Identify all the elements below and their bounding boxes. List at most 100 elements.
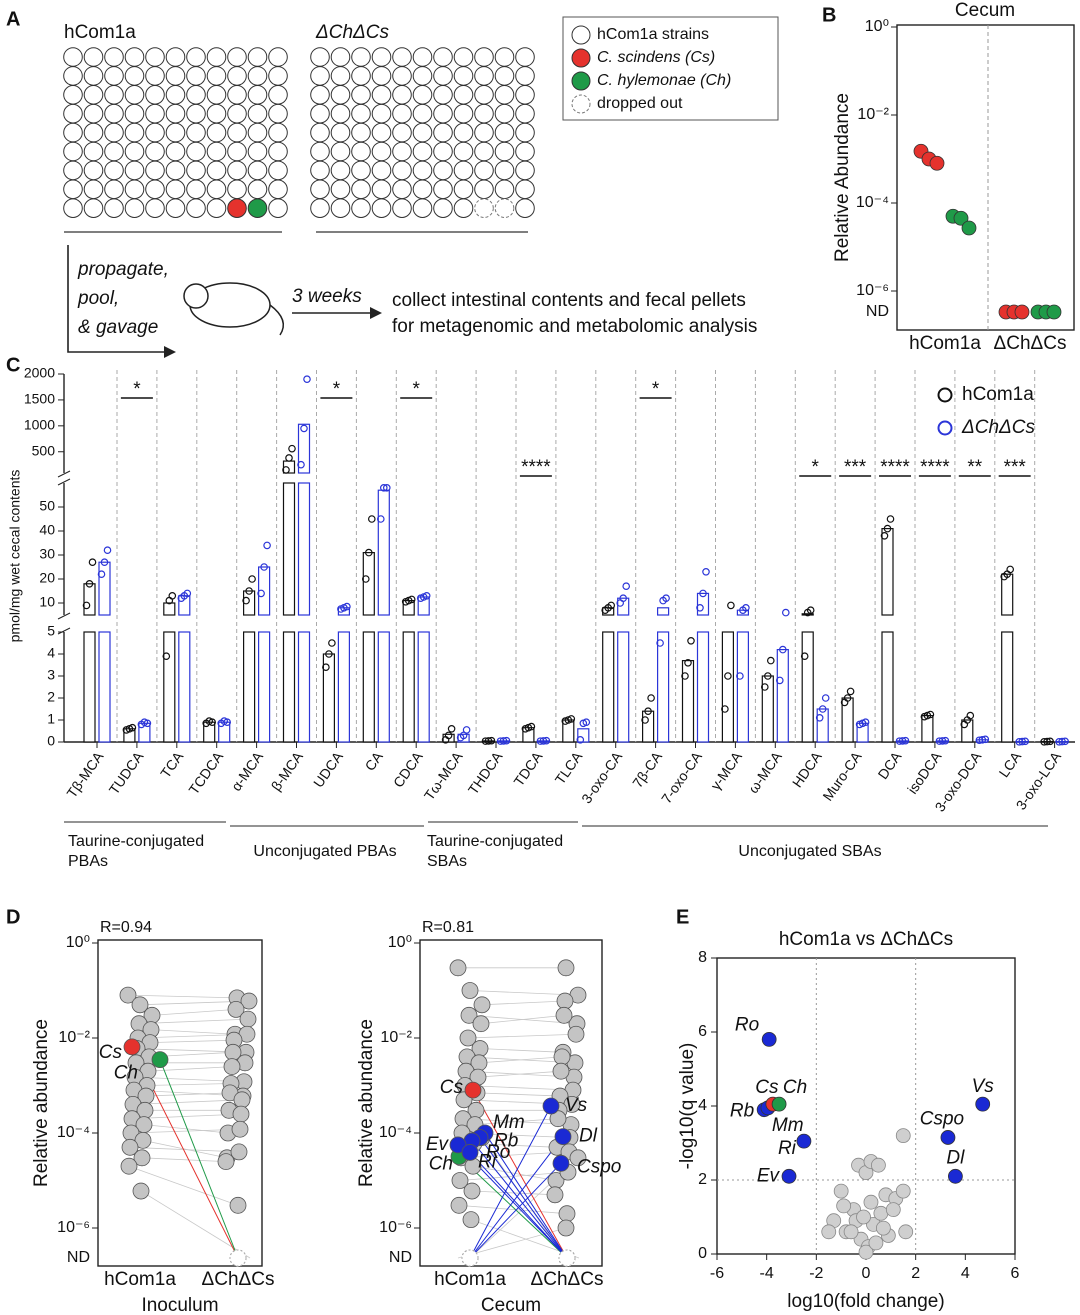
strain-circle xyxy=(165,160,186,181)
data-point xyxy=(462,1211,480,1229)
data-point xyxy=(576,735,585,744)
bar xyxy=(641,710,655,743)
strain-circle xyxy=(412,103,433,124)
bar xyxy=(362,631,375,743)
x-tick-label: 3-oxo-CA xyxy=(578,748,625,806)
point-label: Cs xyxy=(99,1042,123,1063)
y-tick-label: 1000 xyxy=(24,417,55,433)
data-point xyxy=(724,672,732,680)
data-point xyxy=(248,575,256,583)
strain-circle xyxy=(104,160,124,181)
strain-circle xyxy=(124,198,145,218)
data-point xyxy=(873,1205,889,1221)
data-point xyxy=(120,1157,138,1175)
point-label: Dl xyxy=(946,1147,965,1168)
strain-circle xyxy=(83,66,104,86)
pair-line xyxy=(479,1137,568,1259)
y-tick-label: 10⁰ xyxy=(66,934,90,951)
mouse-head xyxy=(183,283,209,309)
pair-line xyxy=(471,1140,568,1259)
strain-circle xyxy=(351,47,371,67)
data-point xyxy=(484,737,493,745)
y-tick-label: 30 xyxy=(39,546,55,562)
x-tick-label: 2 xyxy=(911,1265,920,1282)
strain-circle xyxy=(145,198,165,218)
strain-circle xyxy=(351,122,371,143)
data-point xyxy=(239,1010,257,1028)
strain-circle xyxy=(186,103,206,124)
data-point xyxy=(929,155,945,171)
bar xyxy=(83,631,96,743)
data-point xyxy=(229,1196,247,1214)
data-point xyxy=(861,718,870,727)
strain-circle xyxy=(433,47,453,67)
strain-circle xyxy=(268,103,288,124)
panel-label: B xyxy=(822,4,836,26)
data-point xyxy=(567,1025,585,1043)
strain-circle xyxy=(433,122,453,143)
strain-circle xyxy=(145,179,165,200)
data-point xyxy=(527,722,536,731)
bar xyxy=(322,653,335,743)
data-point xyxy=(961,220,977,236)
strain-circle xyxy=(453,85,474,105)
data-point xyxy=(775,676,784,685)
data-point xyxy=(582,718,591,727)
legend-marker xyxy=(571,94,591,114)
strain-circle xyxy=(412,141,433,162)
data-point xyxy=(818,705,827,713)
pair-line xyxy=(478,1056,563,1064)
group-label: Unconjugated SBAs xyxy=(738,843,881,860)
axis-break xyxy=(57,627,71,635)
x-tick-label: UDCA xyxy=(310,748,346,790)
strain-circle xyxy=(310,85,330,105)
pair-line xyxy=(484,1132,568,1259)
group-label: Taurine-conjugated xyxy=(68,833,204,850)
strain-circle xyxy=(412,179,433,200)
strain-circle xyxy=(165,198,186,218)
data-point xyxy=(88,558,97,567)
point-label: Mm xyxy=(772,1115,804,1136)
data-point xyxy=(796,1133,812,1149)
strain-circle xyxy=(124,141,145,162)
data-point xyxy=(463,1182,481,1200)
bar xyxy=(656,631,670,743)
data-point xyxy=(1061,737,1069,746)
bar xyxy=(297,482,311,616)
bar xyxy=(961,719,974,743)
strain-circle xyxy=(392,179,412,200)
data-point xyxy=(364,548,373,557)
strain-circle xyxy=(83,179,104,200)
y-tick-label: 2 xyxy=(47,689,55,705)
pair-line xyxy=(132,1099,243,1105)
strain-circle xyxy=(453,122,474,143)
x-axis-label: Inoculum xyxy=(141,1295,218,1315)
strain-circle xyxy=(474,122,494,143)
bar xyxy=(736,609,750,616)
group-label: Taurine-conjugated xyxy=(427,833,563,850)
y-tick-label: 10⁻⁶ xyxy=(57,1219,90,1236)
y-tick-label: 1500 xyxy=(24,391,55,407)
group-label: PBAs xyxy=(68,853,108,870)
strain-circle xyxy=(227,47,247,67)
frame xyxy=(419,939,603,1267)
data-point xyxy=(1058,737,1066,746)
data-point xyxy=(382,483,391,492)
strain-circle xyxy=(247,66,268,86)
significance-label: **** xyxy=(521,457,551,478)
annotation: R=0.94 xyxy=(100,919,152,936)
strain-circle xyxy=(104,198,124,218)
strain-circle xyxy=(206,103,227,124)
strain-circle xyxy=(474,85,494,105)
data-point xyxy=(422,591,431,600)
strain-circle xyxy=(453,160,474,181)
bar xyxy=(881,527,894,616)
data-point xyxy=(461,1144,479,1161)
strain-circle xyxy=(474,160,494,181)
data-point xyxy=(641,716,649,724)
y-tick-label: 1 xyxy=(47,711,55,727)
data-point xyxy=(183,589,192,598)
strain-circle xyxy=(227,198,247,218)
legend-label: dropped out xyxy=(597,95,683,112)
data-point xyxy=(285,454,293,462)
